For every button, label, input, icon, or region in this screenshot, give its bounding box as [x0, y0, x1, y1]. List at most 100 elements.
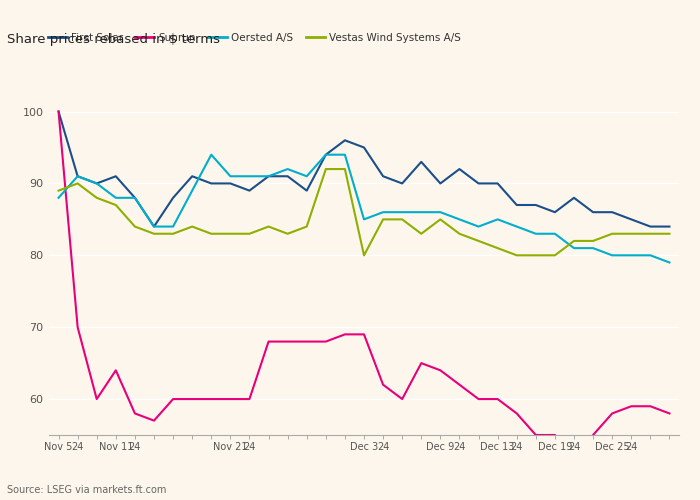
First Solar: [341, 138, 349, 143]
Vestas Wind Systems A/S: [646, 231, 654, 237]
Sunrun: [169, 396, 177, 402]
Sunrun: [321, 338, 330, 344]
Oersted A/S: [417, 209, 426, 215]
Vestas Wind Systems A/S: [245, 231, 253, 237]
First Solar: [265, 174, 273, 180]
Sunrun: [646, 403, 654, 409]
Sunrun: [589, 432, 597, 438]
First Solar: [531, 202, 540, 208]
First Solar: [398, 180, 407, 186]
Oersted A/S: [360, 216, 368, 222]
Line: Oersted A/S: Oersted A/S: [59, 154, 669, 262]
Sunrun: [608, 410, 617, 416]
Sunrun: [302, 338, 311, 344]
Sunrun: [627, 403, 636, 409]
Vestas Wind Systems A/S: [608, 231, 617, 237]
Oersted A/S: [589, 245, 597, 251]
First Solar: [111, 174, 120, 180]
Oersted A/S: [512, 224, 521, 230]
First Solar: [226, 180, 234, 186]
Sunrun: [226, 396, 234, 402]
First Solar: [417, 159, 426, 165]
Vestas Wind Systems A/S: [341, 166, 349, 172]
Oersted A/S: [302, 174, 311, 180]
Line: First Solar: First Solar: [59, 112, 669, 226]
Oersted A/S: [627, 252, 636, 258]
Sunrun: [455, 382, 463, 388]
Sunrun: [531, 432, 540, 438]
Vestas Wind Systems A/S: [627, 231, 636, 237]
Vestas Wind Systems A/S: [169, 231, 177, 237]
First Solar: [570, 195, 578, 201]
Sunrun: [55, 108, 63, 114]
Vestas Wind Systems A/S: [512, 252, 521, 258]
Vestas Wind Systems A/S: [551, 252, 559, 258]
Sunrun: [398, 396, 407, 402]
Sunrun: [551, 432, 559, 438]
Vestas Wind Systems A/S: [494, 245, 502, 251]
Sunrun: [74, 324, 82, 330]
Sunrun: [665, 410, 673, 416]
First Solar: [302, 188, 311, 194]
First Solar: [512, 202, 521, 208]
First Solar: [169, 195, 177, 201]
Vestas Wind Systems A/S: [188, 224, 197, 230]
Oersted A/S: [284, 166, 292, 172]
First Solar: [455, 166, 463, 172]
Oersted A/S: [131, 195, 139, 201]
First Solar: [665, 224, 673, 230]
Oersted A/S: [570, 245, 578, 251]
Oersted A/S: [665, 260, 673, 266]
Oersted A/S: [245, 174, 253, 180]
Oersted A/S: [265, 174, 273, 180]
Sunrun: [417, 360, 426, 366]
Sunrun: [512, 410, 521, 416]
Vestas Wind Systems A/S: [436, 216, 445, 222]
Oersted A/S: [226, 174, 234, 180]
Sunrun: [360, 332, 368, 338]
Oersted A/S: [111, 195, 120, 201]
Oersted A/S: [150, 224, 158, 230]
Oersted A/S: [531, 231, 540, 237]
Sunrun: [341, 332, 349, 338]
Oersted A/S: [188, 188, 197, 194]
Oersted A/S: [608, 252, 617, 258]
Oersted A/S: [494, 216, 502, 222]
First Solar: [494, 180, 502, 186]
First Solar: [608, 209, 617, 215]
Vestas Wind Systems A/S: [284, 231, 292, 237]
First Solar: [207, 180, 216, 186]
Oersted A/S: [92, 180, 101, 186]
Vestas Wind Systems A/S: [379, 216, 387, 222]
Vestas Wind Systems A/S: [265, 224, 273, 230]
Legend: First Solar, Sunrun, Oersted A/S, Vestas Wind Systems A/S: First Solar, Sunrun, Oersted A/S, Vestas…: [48, 33, 461, 43]
Vestas Wind Systems A/S: [321, 166, 330, 172]
Text: Share prices rebased in $ terms: Share prices rebased in $ terms: [7, 32, 220, 46]
First Solar: [245, 188, 253, 194]
First Solar: [55, 108, 63, 114]
Oersted A/S: [321, 152, 330, 158]
First Solar: [188, 174, 197, 180]
First Solar: [589, 209, 597, 215]
Oersted A/S: [74, 174, 82, 180]
Oersted A/S: [475, 224, 483, 230]
Sunrun: [111, 368, 120, 374]
Vestas Wind Systems A/S: [150, 231, 158, 237]
Sunrun: [436, 368, 445, 374]
First Solar: [150, 224, 158, 230]
Text: Source: LSEG via markets.ft.com: Source: LSEG via markets.ft.com: [7, 485, 167, 495]
First Solar: [360, 144, 368, 150]
First Solar: [131, 195, 139, 201]
Oersted A/S: [55, 195, 63, 201]
Vestas Wind Systems A/S: [55, 188, 63, 194]
First Solar: [646, 224, 654, 230]
Sunrun: [284, 338, 292, 344]
First Solar: [436, 180, 445, 186]
Oersted A/S: [207, 152, 216, 158]
Vestas Wind Systems A/S: [475, 238, 483, 244]
First Solar: [379, 174, 387, 180]
Sunrun: [494, 396, 502, 402]
First Solar: [475, 180, 483, 186]
Oersted A/S: [455, 216, 463, 222]
Sunrun: [92, 396, 101, 402]
